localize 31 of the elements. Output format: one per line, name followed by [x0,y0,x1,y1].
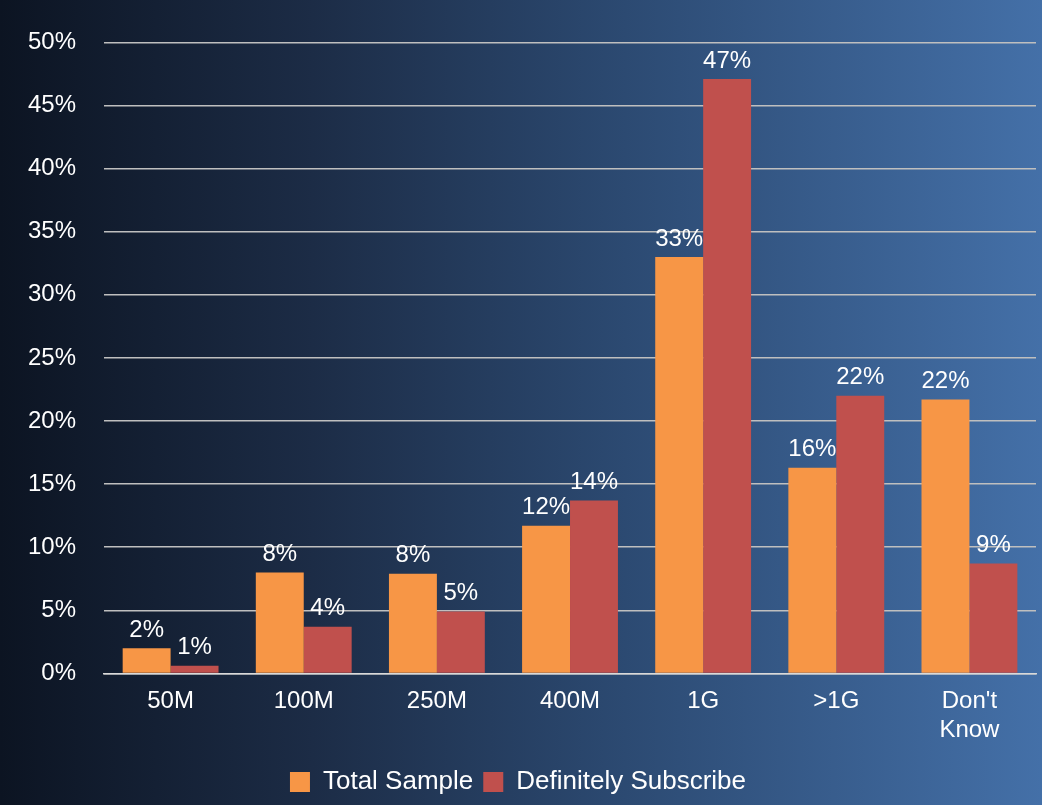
data-label: 2% [129,614,164,642]
data-label: 5% [443,578,479,606]
y-tick-label: 5% [41,594,77,622]
data-label: 12% [522,492,571,520]
data-label: 22% [921,366,970,394]
x-tick-label: >1G [813,686,860,714]
x-tick-label: 250M [406,686,467,714]
x-tick-label: 400M [539,686,601,714]
x-tick-label: Don't Know [939,686,1001,743]
data-label: 22% [836,362,885,390]
y-tick-label: 45% [27,90,77,118]
x-tick-label: 1G [687,686,720,714]
legend-label: Total Sample [322,765,474,796]
y-tick-label: 40% [27,153,77,181]
data-label: 8% [395,540,431,568]
y-tick-label: 35% [27,216,77,244]
data-label: 8% [262,539,298,567]
x-tick-label: 50M [147,686,194,714]
x-tick-label: 100M [273,686,334,714]
y-tick-label: 20% [27,405,77,433]
legend-label: Definitely Subscribe [516,765,747,796]
y-tick-label: 50% [27,27,77,55]
y-tick-label: 15% [27,468,77,496]
y-tick-label: 10% [27,531,77,559]
y-tick-label: 0% [41,658,77,686]
y-tick-label: 25% [27,342,77,370]
data-label: 16% [788,434,837,462]
data-label: 1% [177,632,212,660]
data-label: 47% [703,45,752,73]
y-tick-label: 30% [27,279,77,307]
data-label: 33% [655,223,704,251]
